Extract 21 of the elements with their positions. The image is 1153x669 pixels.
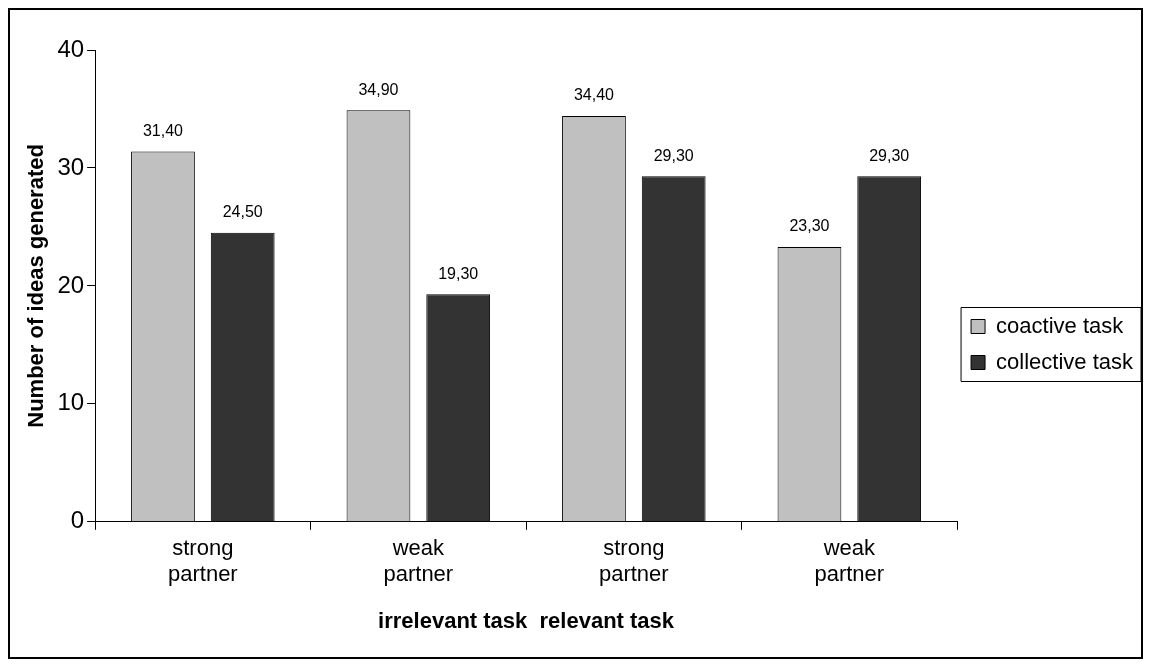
- data-label: 34,40: [573, 86, 615, 104]
- x-axis-title: irrelevant task relevant task: [378, 607, 675, 633]
- y-tick-label: 20: [57, 270, 85, 298]
- data-label: 24,50: [222, 203, 263, 221]
- legend-label: coactive task: [996, 312, 1125, 338]
- data-label: 23,30: [789, 217, 830, 235]
- data-label: 31,40: [142, 121, 184, 139]
- data-label: 19,30: [438, 264, 479, 282]
- x-tick-label: strong partner: [598, 535, 669, 587]
- y-axis-title: Number of ideas generated: [23, 144, 49, 428]
- legend-label: collective task: [996, 348, 1134, 374]
- data-label: 34,90: [358, 80, 399, 98]
- y-tick-label: 30: [57, 152, 85, 180]
- data-label: 29,30: [869, 146, 910, 164]
- x-tick-label: weak partner: [383, 535, 454, 587]
- y-tick-label: 0: [70, 506, 85, 534]
- y-tick-label: 10: [57, 388, 85, 416]
- data-label: 29,30: [653, 146, 694, 164]
- y-tick-label: 40: [57, 34, 85, 62]
- x-tick-label: weak partner: [814, 535, 885, 587]
- x-tick-label: strong partner: [167, 535, 238, 587]
